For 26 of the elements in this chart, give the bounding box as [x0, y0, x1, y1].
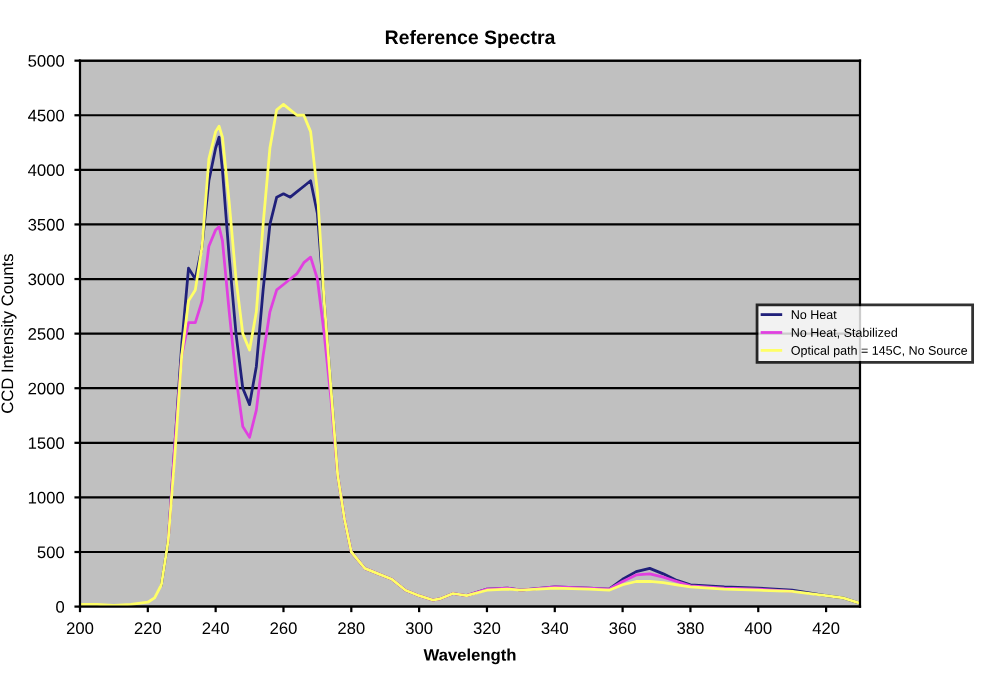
y-tick-label: 1500 [28, 437, 65, 450]
y-tick-label: 1000 [28, 491, 65, 504]
y-tick-label: 2000 [28, 382, 65, 395]
y-axis-title: CCD Intensity Counts [1, 254, 17, 413]
y-tick-label: 2500 [28, 328, 65, 340]
x-tick-label: 300 [405, 622, 433, 635]
x-tick-label: 200 [66, 622, 94, 635]
y-tick-label: 3000 [28, 273, 65, 286]
y-tick-label: 0 [56, 601, 65, 613]
x-tick-label: 280 [338, 622, 365, 635]
y-tick-label: 5000 [28, 55, 65, 67]
x-tick-label: 420 [812, 622, 840, 635]
x-tick-label: 260 [270, 622, 297, 635]
x-tick-label: 360 [609, 622, 636, 635]
x-tick-label: 400 [744, 622, 772, 635]
y-tick-label: 4000 [28, 164, 65, 177]
x-tick-label: 380 [677, 622, 704, 635]
x-axis-title: Wavelength [423, 648, 516, 665]
y-tick-label: 500 [37, 546, 65, 559]
x-tick-label: 240 [202, 622, 229, 635]
y-tick-label: 4500 [28, 109, 65, 122]
x-tick-label: 220 [134, 622, 162, 635]
x-tick-label: 320 [473, 622, 501, 635]
x-tick-label: 340 [541, 622, 569, 635]
chart-title: Reference Spectra [385, 29, 556, 49]
y-tick-label: 3500 [28, 218, 65, 231]
